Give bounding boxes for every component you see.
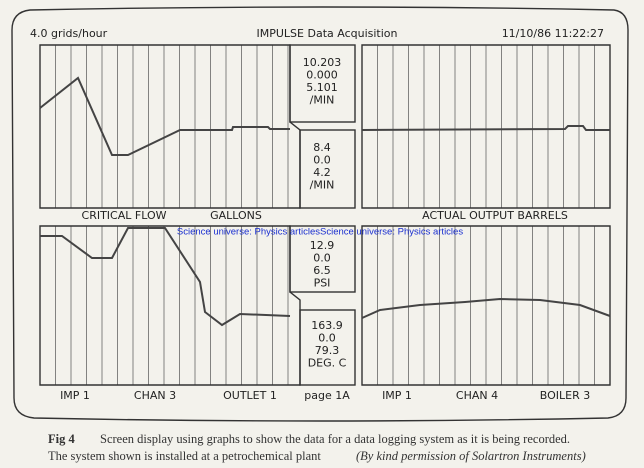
channel-label: CHAN 3	[134, 389, 176, 402]
caption-label: Fig 4	[48, 432, 75, 446]
readout-value: 163.9	[311, 319, 343, 332]
header-title: IMPULSE Data Acquisition	[257, 27, 398, 40]
trace	[361, 125, 610, 131]
readout-value: 6.5	[313, 264, 331, 277]
readout-value: 0.0	[313, 154, 331, 167]
readout-value: 12.9	[310, 239, 335, 252]
channel-label: BOILER 3	[540, 389, 590, 402]
channel-label: IMP 1	[382, 389, 412, 402]
panel-label: CRITICAL FLOW	[82, 209, 167, 222]
panel-bottom-right	[361, 225, 611, 386]
readout-value: 79.3	[315, 344, 340, 357]
channel-label: IMP 1	[60, 389, 90, 402]
readout-value: 0.0	[318, 332, 336, 345]
readout-value: 10.203	[303, 56, 342, 69]
readout-value: 0.0	[313, 252, 331, 265]
readout-value: /MIN	[310, 94, 335, 107]
readout-box	[289, 44, 356, 123]
caption-text: The system shown is installed at a petro…	[48, 449, 321, 463]
header-left: 4.0 grids/hour	[30, 27, 108, 40]
channel-label: CHAN 4	[456, 389, 498, 402]
grid-lines	[55, 45, 595, 385]
panel-top-right	[361, 44, 611, 209]
readout-value: 5.101	[306, 81, 338, 94]
readout-value: /MIN	[310, 179, 335, 192]
panel-label: ACTUAL OUTPUT BARRELS	[422, 209, 568, 222]
panel-label: GALLONS	[210, 209, 262, 222]
readout-value: DEG. C	[308, 357, 347, 370]
readout-box	[299, 129, 356, 209]
trace	[40, 227, 291, 327]
readout-value: 4.2	[313, 166, 331, 179]
readout-value: 0.000	[306, 69, 338, 82]
caption-credit: (By kind permission of Solartron Instrum…	[356, 449, 586, 463]
trace	[361, 297, 611, 319]
caption-text: Screen display using graphs to show the …	[100, 432, 570, 446]
crt-frame	[11, 6, 629, 422]
readout-box	[289, 225, 356, 293]
page-label: page 1A	[304, 389, 350, 402]
trace	[39, 76, 290, 156]
readout-box	[299, 309, 356, 386]
readouts: 10.2030.0005.101/MIN8.40.04.2/MIN12.90.0…	[303, 56, 347, 370]
channel-label: OUTLET 1	[223, 389, 277, 402]
readout-value: PSI	[314, 277, 331, 290]
readout-value: 8.4	[313, 141, 331, 154]
header-timestamp: 11/10/86 11:22:27	[502, 27, 604, 40]
watermark: Science universe: Physics articlesScienc…	[177, 227, 463, 238]
